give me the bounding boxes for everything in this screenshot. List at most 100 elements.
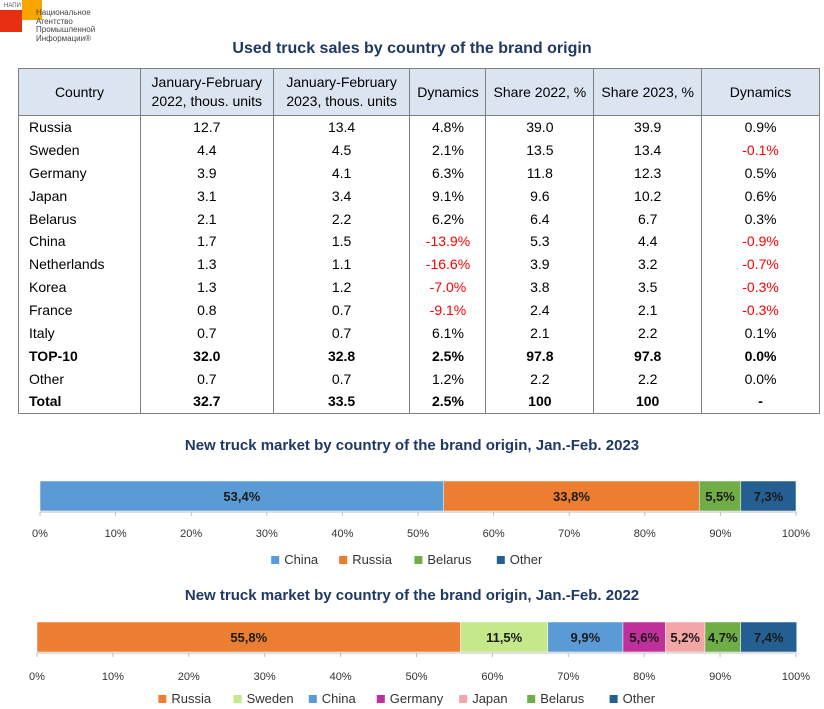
tick-label: 70%: [557, 671, 579, 683]
value-cell: 6.3%: [409, 161, 487, 185]
value-cell: -13.9%: [409, 229, 487, 253]
table-row: Total 32.7 33.5 2.5% 100 100-: [18, 390, 820, 414]
legend-swatch: [376, 695, 385, 703]
tick-label: 0%: [29, 671, 45, 683]
value-cell: 0.7: [272, 321, 411, 345]
value-cell: -0.3%: [701, 275, 820, 299]
country-cell: Italy: [18, 321, 141, 345]
value-cell: 2.1: [139, 207, 274, 230]
country-cell: Belarus: [18, 207, 141, 230]
value-cell: 4.1: [272, 161, 411, 185]
legend-label: Other: [623, 691, 656, 706]
value-cell: 6.2%: [409, 207, 487, 230]
value-cell: 1.5: [272, 229, 411, 253]
tick-label: 10%: [105, 528, 127, 540]
value-cell: 97.8: [593, 344, 703, 368]
table-body: Russia 12.7 13.4 4.8% 39.0 39.9 0.9% Sweden 4.4 4…: [18, 115, 820, 414]
value-cell: 12.3: [593, 161, 703, 185]
legend-swatch: [233, 695, 242, 703]
table-row: Russia 12.7 13.4 4.8% 39.0 39.9 0.9%: [18, 115, 820, 139]
country-cell: Germany: [18, 161, 141, 185]
value-cell: 10.2: [593, 184, 703, 208]
data-label: 11,5%: [486, 630, 523, 645]
column-header-5: Share 2023, %: [593, 68, 703, 116]
legend-label: Other: [510, 552, 543, 567]
table-header-row: Country January-February 2022, thous. uni…: [18, 68, 820, 116]
data-label: 9,9%: [571, 630, 601, 645]
tick-label: 60%: [481, 671, 503, 683]
column-header-4: Share 2022, %: [485, 68, 595, 116]
value-cell: -16.6%: [409, 252, 487, 276]
value-cell: 4.5: [272, 138, 411, 162]
value-cell: 6.1%: [409, 321, 487, 345]
legend-swatch: [271, 556, 280, 564]
value-cell: 32.0: [139, 344, 274, 368]
value-cell: 0.8: [139, 298, 274, 322]
value-cell: 97.8: [485, 344, 595, 368]
value-cell: 2.2: [272, 207, 411, 230]
value-cell: 3.8: [485, 275, 595, 299]
value-cell: 100: [593, 390, 703, 414]
value-cell: 13.4: [272, 115, 411, 139]
data-label: 5,6%: [629, 630, 659, 645]
tick-label: 10%: [102, 671, 124, 683]
table-row: Netherlands 1.3 1.1 -16.6% 3.9 3.2 -0.7%: [18, 252, 820, 276]
value-cell: 0.0%: [701, 344, 820, 368]
value-cell: 12.7: [139, 115, 274, 139]
value-cell: 2.4: [485, 298, 595, 322]
value-cell: 32.7: [139, 390, 274, 414]
value-cell: 39.9: [593, 115, 703, 139]
legend-swatch: [459, 695, 468, 703]
bar-segment-other: [740, 621, 798, 653]
value-cell: 1.2: [272, 275, 411, 299]
country-cell: Russia: [18, 115, 141, 139]
legend-swatch: [414, 556, 423, 564]
value-cell: 9.6: [485, 184, 595, 208]
value-cell: -0.3%: [701, 298, 820, 322]
table-row: Korea 1.3 1.2 -7.0% 3.8 3.5 -0.3%: [18, 275, 820, 299]
data-label: 5,2%: [670, 630, 700, 645]
value-cell: 6.4: [485, 207, 595, 230]
country-cell: TOP-10: [18, 344, 141, 368]
tick-label: 30%: [256, 528, 278, 540]
value-cell: 1.7: [139, 229, 274, 253]
value-cell: 1.1: [272, 252, 411, 276]
value-cell: 0.1%: [701, 321, 820, 345]
value-cell: 0.7: [139, 321, 274, 345]
logo-abbr: НАПИ: [4, 3, 21, 9]
value-cell: 2.1: [593, 298, 703, 322]
bar-segment-other: [740, 480, 797, 512]
tick-label: 60%: [483, 528, 505, 540]
legend-label: China: [322, 691, 357, 706]
tick-label: 20%: [178, 671, 200, 683]
bar-segment-sweden: [460, 621, 549, 653]
legend-label: Russia: [352, 552, 393, 567]
value-cell: -0.7%: [701, 252, 820, 276]
data-label: 7,3%: [754, 489, 784, 504]
sales-table: Country January-February 2022, thous. uni…: [18, 68, 820, 414]
value-cell: 0.0%: [701, 367, 820, 391]
tick-label: 80%: [633, 671, 655, 683]
value-cell: 4.4: [593, 229, 703, 253]
data-label: 55,8%: [230, 630, 267, 645]
tick-label: 90%: [709, 528, 731, 540]
chart-title-2023: New truck market by country of the brand…: [184, 437, 640, 454]
value-cell: 9.1%: [409, 184, 487, 208]
data-label: 4,7%: [708, 630, 738, 645]
tick-label: 100%: [782, 528, 810, 540]
value-cell: 3.5: [593, 275, 703, 299]
tick-label: 20%: [180, 528, 202, 540]
data-label: 7,4%: [754, 630, 784, 645]
legend-swatch: [527, 695, 536, 703]
legend-label: Russia: [171, 691, 212, 706]
value-cell: 0.7: [272, 367, 411, 391]
value-cell: -9.1%: [409, 298, 487, 322]
legend-swatch: [496, 556, 505, 564]
bar-segment-china: [547, 621, 624, 653]
data-label: 5,5%: [705, 489, 735, 504]
napi-logo: НАПИ Национальное Агентство Промышленной…: [0, 0, 100, 60]
value-cell: 11.8: [485, 161, 595, 185]
legend-swatch: [339, 556, 348, 564]
value-cell: 1.3: [139, 275, 274, 299]
logo-text: Национальное Агентство Промышленной Инфо…: [36, 8, 96, 43]
